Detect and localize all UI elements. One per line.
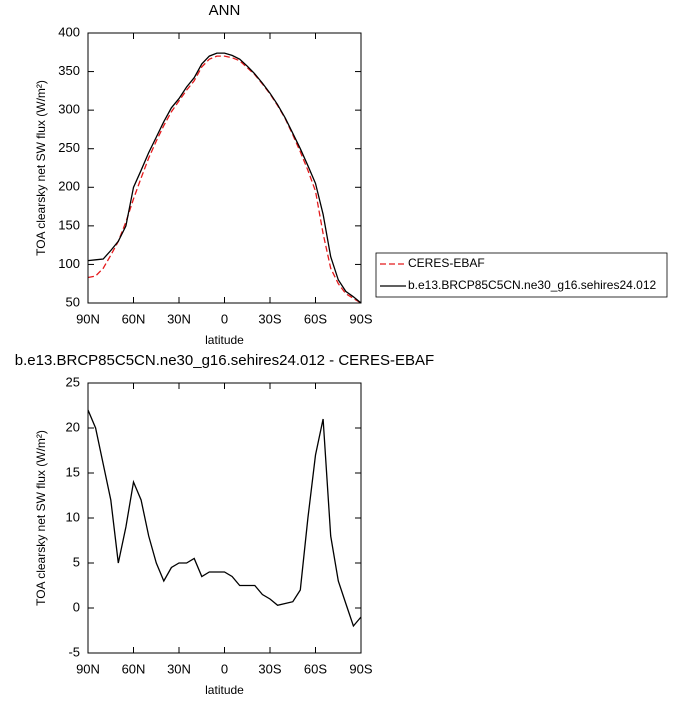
legend-label: CERES-EBAF <box>408 256 485 270</box>
x-tick-label: 30S <box>258 661 281 676</box>
y-tick-label: 5 <box>73 554 80 569</box>
y-tick-label: 10 <box>66 509 80 524</box>
x-tick-label: 0 <box>221 661 228 676</box>
x-axis-label: latitude <box>205 333 244 347</box>
x-tick-label: 60N <box>122 661 146 676</box>
x-axis-label: latitude <box>205 683 244 697</box>
y-tick-label: 15 <box>66 464 80 479</box>
y-tick-label: 300 <box>58 102 80 117</box>
x-tick-label: 90S <box>349 661 372 676</box>
x-tick-label: 90S <box>349 311 372 326</box>
series-line <box>87 409 362 628</box>
x-tick-label: 60S <box>304 311 327 326</box>
series-line <box>87 52 362 304</box>
y-axis-label: TOA clearsky net SW flux (W/m²) <box>34 80 48 256</box>
y-tick-label: 350 <box>58 63 80 78</box>
x-tick-label: 90N <box>76 661 100 676</box>
legend-label: b.e13.BRCP85C5CN.ne30_g16.sehires24.012 <box>408 278 656 292</box>
y-tick-label: -5 <box>68 644 80 659</box>
y-tick-label: 0 <box>73 599 80 614</box>
x-tick-label: 30N <box>167 311 191 326</box>
x-tick-label: 30N <box>167 661 191 676</box>
plot-frame <box>87 32 362 304</box>
y-tick-label: 25 <box>66 374 80 389</box>
y-tick-label: 400 <box>58 24 80 39</box>
x-tick-label: 30S <box>258 311 281 326</box>
x-tick-label: 60N <box>122 311 146 326</box>
chart-title: ANN <box>209 2 241 19</box>
legend-box <box>375 252 668 298</box>
x-tick-label: 90N <box>76 311 100 326</box>
plot-frame <box>87 382 362 654</box>
series-line <box>87 55 362 304</box>
y-tick-label: 200 <box>58 179 80 194</box>
y-tick-label: 150 <box>58 217 80 232</box>
y-tick-label: 250 <box>58 140 80 155</box>
y-tick-label: 100 <box>58 256 80 271</box>
y-tick-label: 50 <box>66 294 80 309</box>
chart-title: b.e13.BRCP85C5CN.ne30_g16.sehires24.012 … <box>15 352 434 369</box>
x-tick-label: 60S <box>304 661 327 676</box>
y-tick-label: 20 <box>66 419 80 434</box>
x-tick-label: 0 <box>221 311 228 326</box>
y-axis-label: TOA clearsky net SW flux (W/m²) <box>34 430 48 606</box>
